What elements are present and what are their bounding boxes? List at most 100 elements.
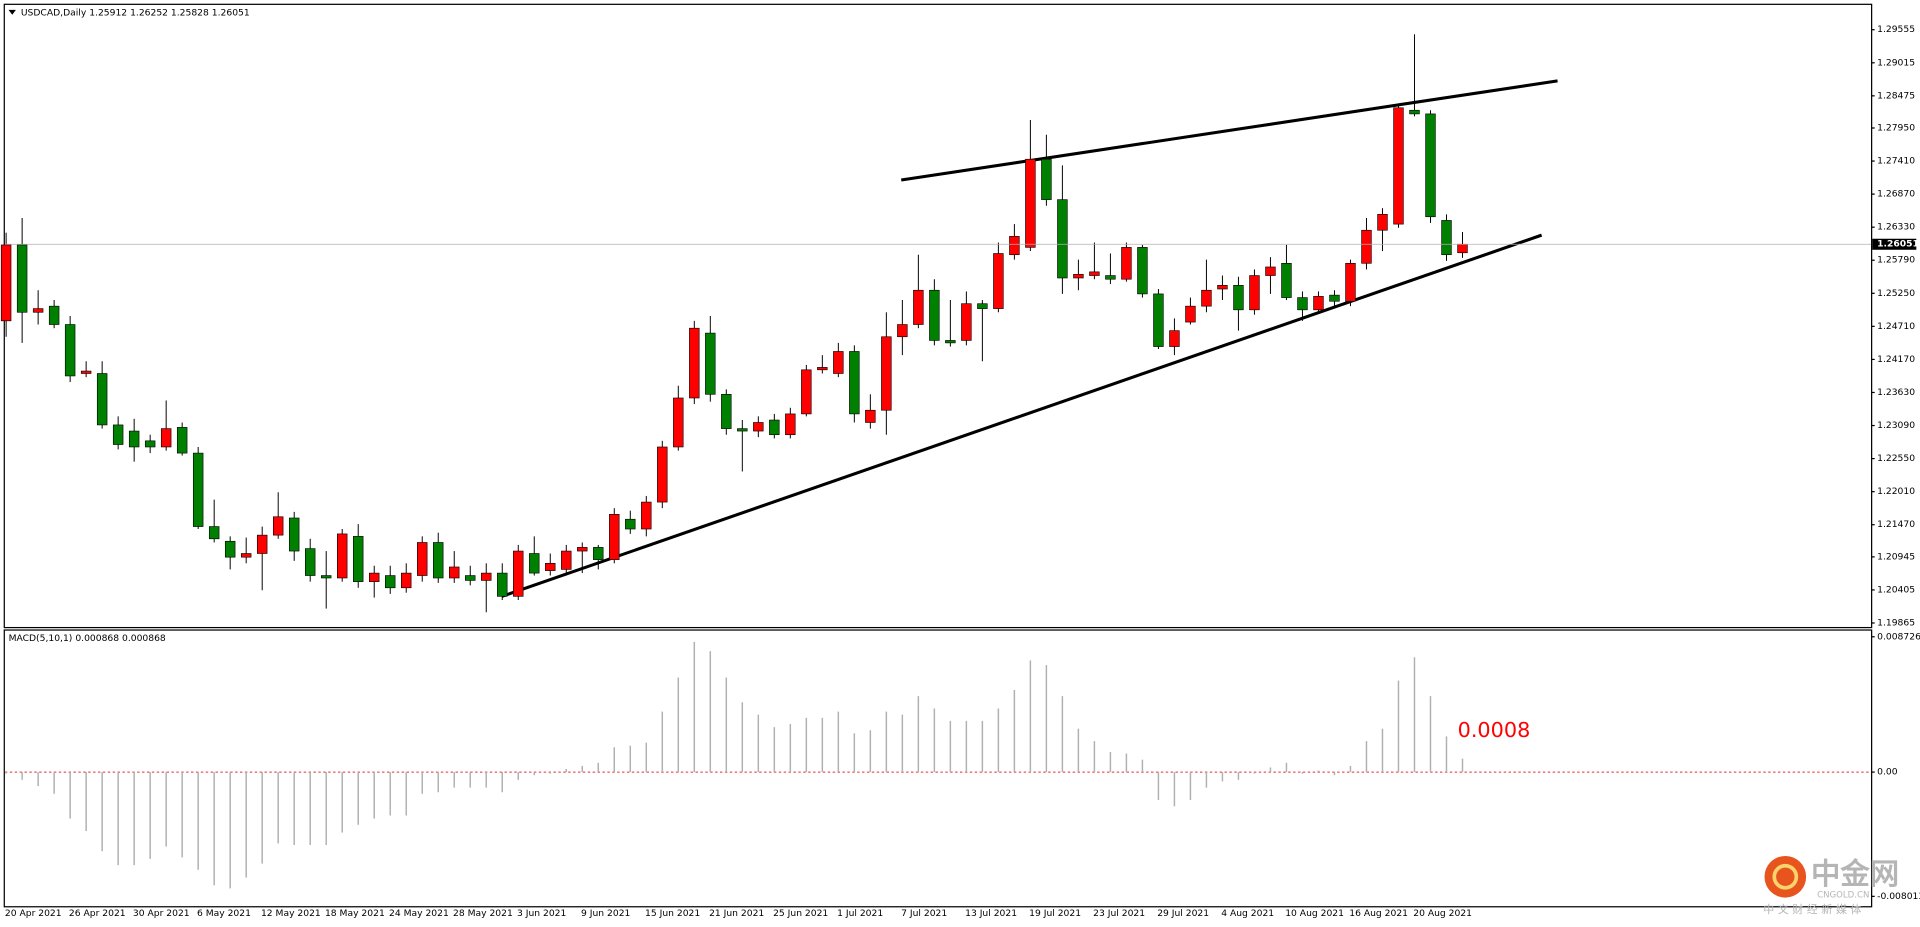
watermark: 中金网 CNGOLD.CN 中 文 财 经 新 媒 体 (1763, 855, 1899, 916)
candle-body (1281, 262, 1292, 298)
y-tick-label: -0.008013 (1877, 891, 1920, 902)
macd-value: 0.000868 (75, 632, 119, 643)
candle-body (449, 566, 460, 579)
x-tick-label: 6 May 2021 (197, 908, 251, 919)
ohlc-low: 1.25828 (171, 7, 209, 18)
y-tick-label: 1.25790 (1877, 255, 1915, 266)
y-tick-label: 1.24710 (1877, 321, 1915, 332)
x-tick-label: 4 Aug 2021 (1221, 908, 1274, 919)
candle-body (833, 351, 844, 374)
x-tick-label: 29 Jul 2021 (1157, 908, 1209, 919)
candle-body (465, 575, 476, 581)
symbol-header: USDCAD,Daily 1.25912 1.26252 1.25828 1.2… (21, 7, 250, 18)
candle-body (64, 324, 76, 377)
candle-body (417, 542, 428, 576)
resistance-trendline (900, 79, 1558, 182)
candle-body (897, 324, 908, 338)
candle-body (208, 526, 220, 540)
candle-body (961, 303, 972, 341)
x-tick-label: 3 Jun 2021 (517, 908, 566, 919)
candle-body (497, 572, 508, 597)
candle-body (80, 370, 92, 374)
x-tick-label: 20 Apr 2021 (5, 908, 62, 919)
candle-body (545, 562, 556, 571)
x-tick-label: 20 Aug 2021 (1413, 908, 1472, 919)
y-tick-label: 1.24170 (1877, 354, 1915, 365)
candle-body (176, 427, 188, 454)
y-tick-label: 1.26870 (1877, 189, 1915, 200)
x-tick-label: 13 Jul 2021 (965, 908, 1017, 919)
candle-body (16, 244, 28, 313)
y-tick-label: 1.22550 (1877, 453, 1915, 464)
y-tick-label: 1.25250 (1877, 288, 1915, 299)
candle-body (128, 430, 140, 448)
support-trendline (501, 233, 1543, 598)
candle-body (320, 575, 332, 579)
y-tick-label: 1.29555 (1877, 24, 1915, 35)
candle-body (657, 446, 668, 503)
y-tick-label: 1.27950 (1877, 122, 1915, 133)
candle-body (561, 550, 572, 570)
signal-value: 0.000868 (122, 632, 166, 643)
candle-body (753, 422, 764, 432)
y-tick-label: 1.22010 (1877, 486, 1915, 497)
candle-body (865, 409, 876, 423)
menu-arrow[interactable] (8, 9, 16, 15)
candle-body (929, 289, 940, 341)
candle-body (977, 303, 988, 309)
candle-body (1217, 285, 1228, 290)
candle-body (48, 305, 60, 325)
candle-body (481, 572, 492, 581)
y-tick-label: 1.21470 (1877, 519, 1915, 530)
x-tick-label: 28 May 2021 (453, 908, 513, 919)
candle-body (304, 548, 316, 576)
y-tick-label: 1.20945 (1877, 551, 1915, 562)
candle-body (337, 533, 348, 579)
x-tick-label: 1 Jul 2021 (837, 908, 883, 919)
candle-body (945, 340, 956, 344)
x-tick-label: 18 May 2021 (325, 908, 385, 919)
candle-body (881, 336, 892, 411)
y-tick-label: 1.27410 (1877, 156, 1915, 167)
candle-body (593, 547, 604, 560)
macd-frame (3, 629, 1873, 908)
candle-body (0, 244, 12, 322)
x-tick-label: 12 May 2021 (261, 908, 321, 919)
symbol: USDCAD,Daily (21, 7, 87, 18)
candle-body (1233, 285, 1244, 311)
x-tick-label: 16 Aug 2021 (1349, 908, 1408, 919)
candle-body (96, 373, 108, 426)
x-tick-label: 15 Jun 2021 (645, 908, 700, 919)
candle-body (1249, 275, 1260, 311)
candle-body (993, 253, 1004, 309)
candle-body (1201, 289, 1212, 307)
watermark-site: CNGOLD.CN (1817, 891, 1869, 901)
logo (1764, 855, 1807, 898)
x-tick-label: 7 Jul 2021 (901, 908, 947, 919)
x-tick-label: 19 Jul 2021 (1029, 908, 1081, 919)
candle-body (721, 394, 732, 429)
x-tick-label: 10 Aug 2021 (1285, 908, 1344, 919)
y-tick-label: 1.23090 (1877, 420, 1915, 431)
candle-body (1089, 271, 1100, 276)
candle-body (224, 540, 236, 558)
candle-body (737, 428, 748, 432)
logo-ring (1772, 863, 1799, 890)
candle-body (529, 553, 540, 574)
candle-body (1329, 294, 1340, 302)
x-tick-label: 23 Jul 2021 (1093, 908, 1145, 919)
candle-body (609, 514, 620, 560)
candle-body (1457, 243, 1468, 254)
candle-body (240, 553, 252, 558)
candle-body (673, 397, 684, 448)
x-tick-label: 30 Apr 2021 (133, 908, 190, 919)
candle-body (1265, 266, 1276, 276)
candle-body (288, 517, 300, 552)
candle-body (1409, 109, 1420, 115)
candle-body (817, 367, 828, 371)
indicator-name: MACD(5,10,1) (9, 632, 73, 643)
watermark-slogan: 中 文 财 经 新 媒 体 (1763, 902, 1861, 916)
candle-body (401, 572, 412, 589)
ohlc-open: 1.25912 (89, 7, 127, 18)
